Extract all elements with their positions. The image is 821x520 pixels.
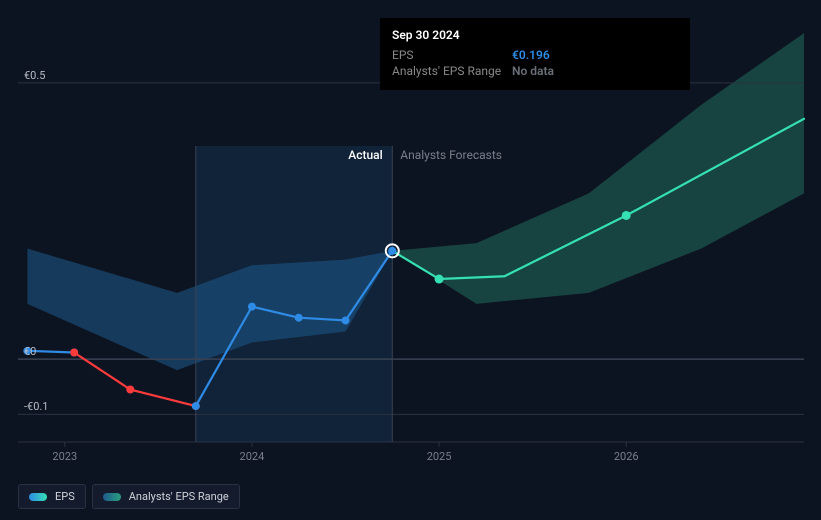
legend-item-eps[interactable]: EPS — [18, 484, 86, 509]
y-axis-label: €0 — [24, 345, 36, 358]
y-axis-label: €0.5 — [24, 69, 45, 82]
tooltip-label: Analysts' EPS Range — [392, 64, 512, 78]
legend-item-range[interactable]: Analysts' EPS Range — [92, 484, 240, 509]
x-axis-label: 2026 — [614, 450, 639, 463]
tooltip-value: €0.196 — [512, 48, 550, 62]
region-label-actual: Actual — [348, 148, 382, 162]
eps-chart: Sep 30 2024 EPS €0.196 Analysts' EPS Ran… — [0, 0, 821, 520]
x-axis-label: 2025 — [427, 450, 452, 463]
y-axis-label: -€0.1 — [24, 400, 49, 413]
tooltip-row-range: Analysts' EPS Range No data — [392, 64, 678, 78]
x-axis-label: 2024 — [240, 450, 265, 463]
legend-swatch — [29, 493, 47, 501]
legend-swatch — [103, 493, 121, 501]
legend-label: EPS — [55, 490, 75, 503]
tooltip-label: EPS — [392, 48, 512, 62]
legend-label: Analysts' EPS Range — [129, 490, 229, 503]
x-axis-label: 2023 — [52, 450, 77, 463]
region-label-forecast: Analysts Forecasts — [400, 148, 502, 162]
tooltip-date: Sep 30 2024 — [392, 28, 678, 42]
chart-legend: EPS Analysts' EPS Range — [18, 484, 240, 509]
chart-tooltip: Sep 30 2024 EPS €0.196 Analysts' EPS Ran… — [380, 18, 690, 90]
tooltip-row-eps: EPS €0.196 — [392, 48, 678, 62]
tooltip-value: No data — [512, 64, 554, 78]
